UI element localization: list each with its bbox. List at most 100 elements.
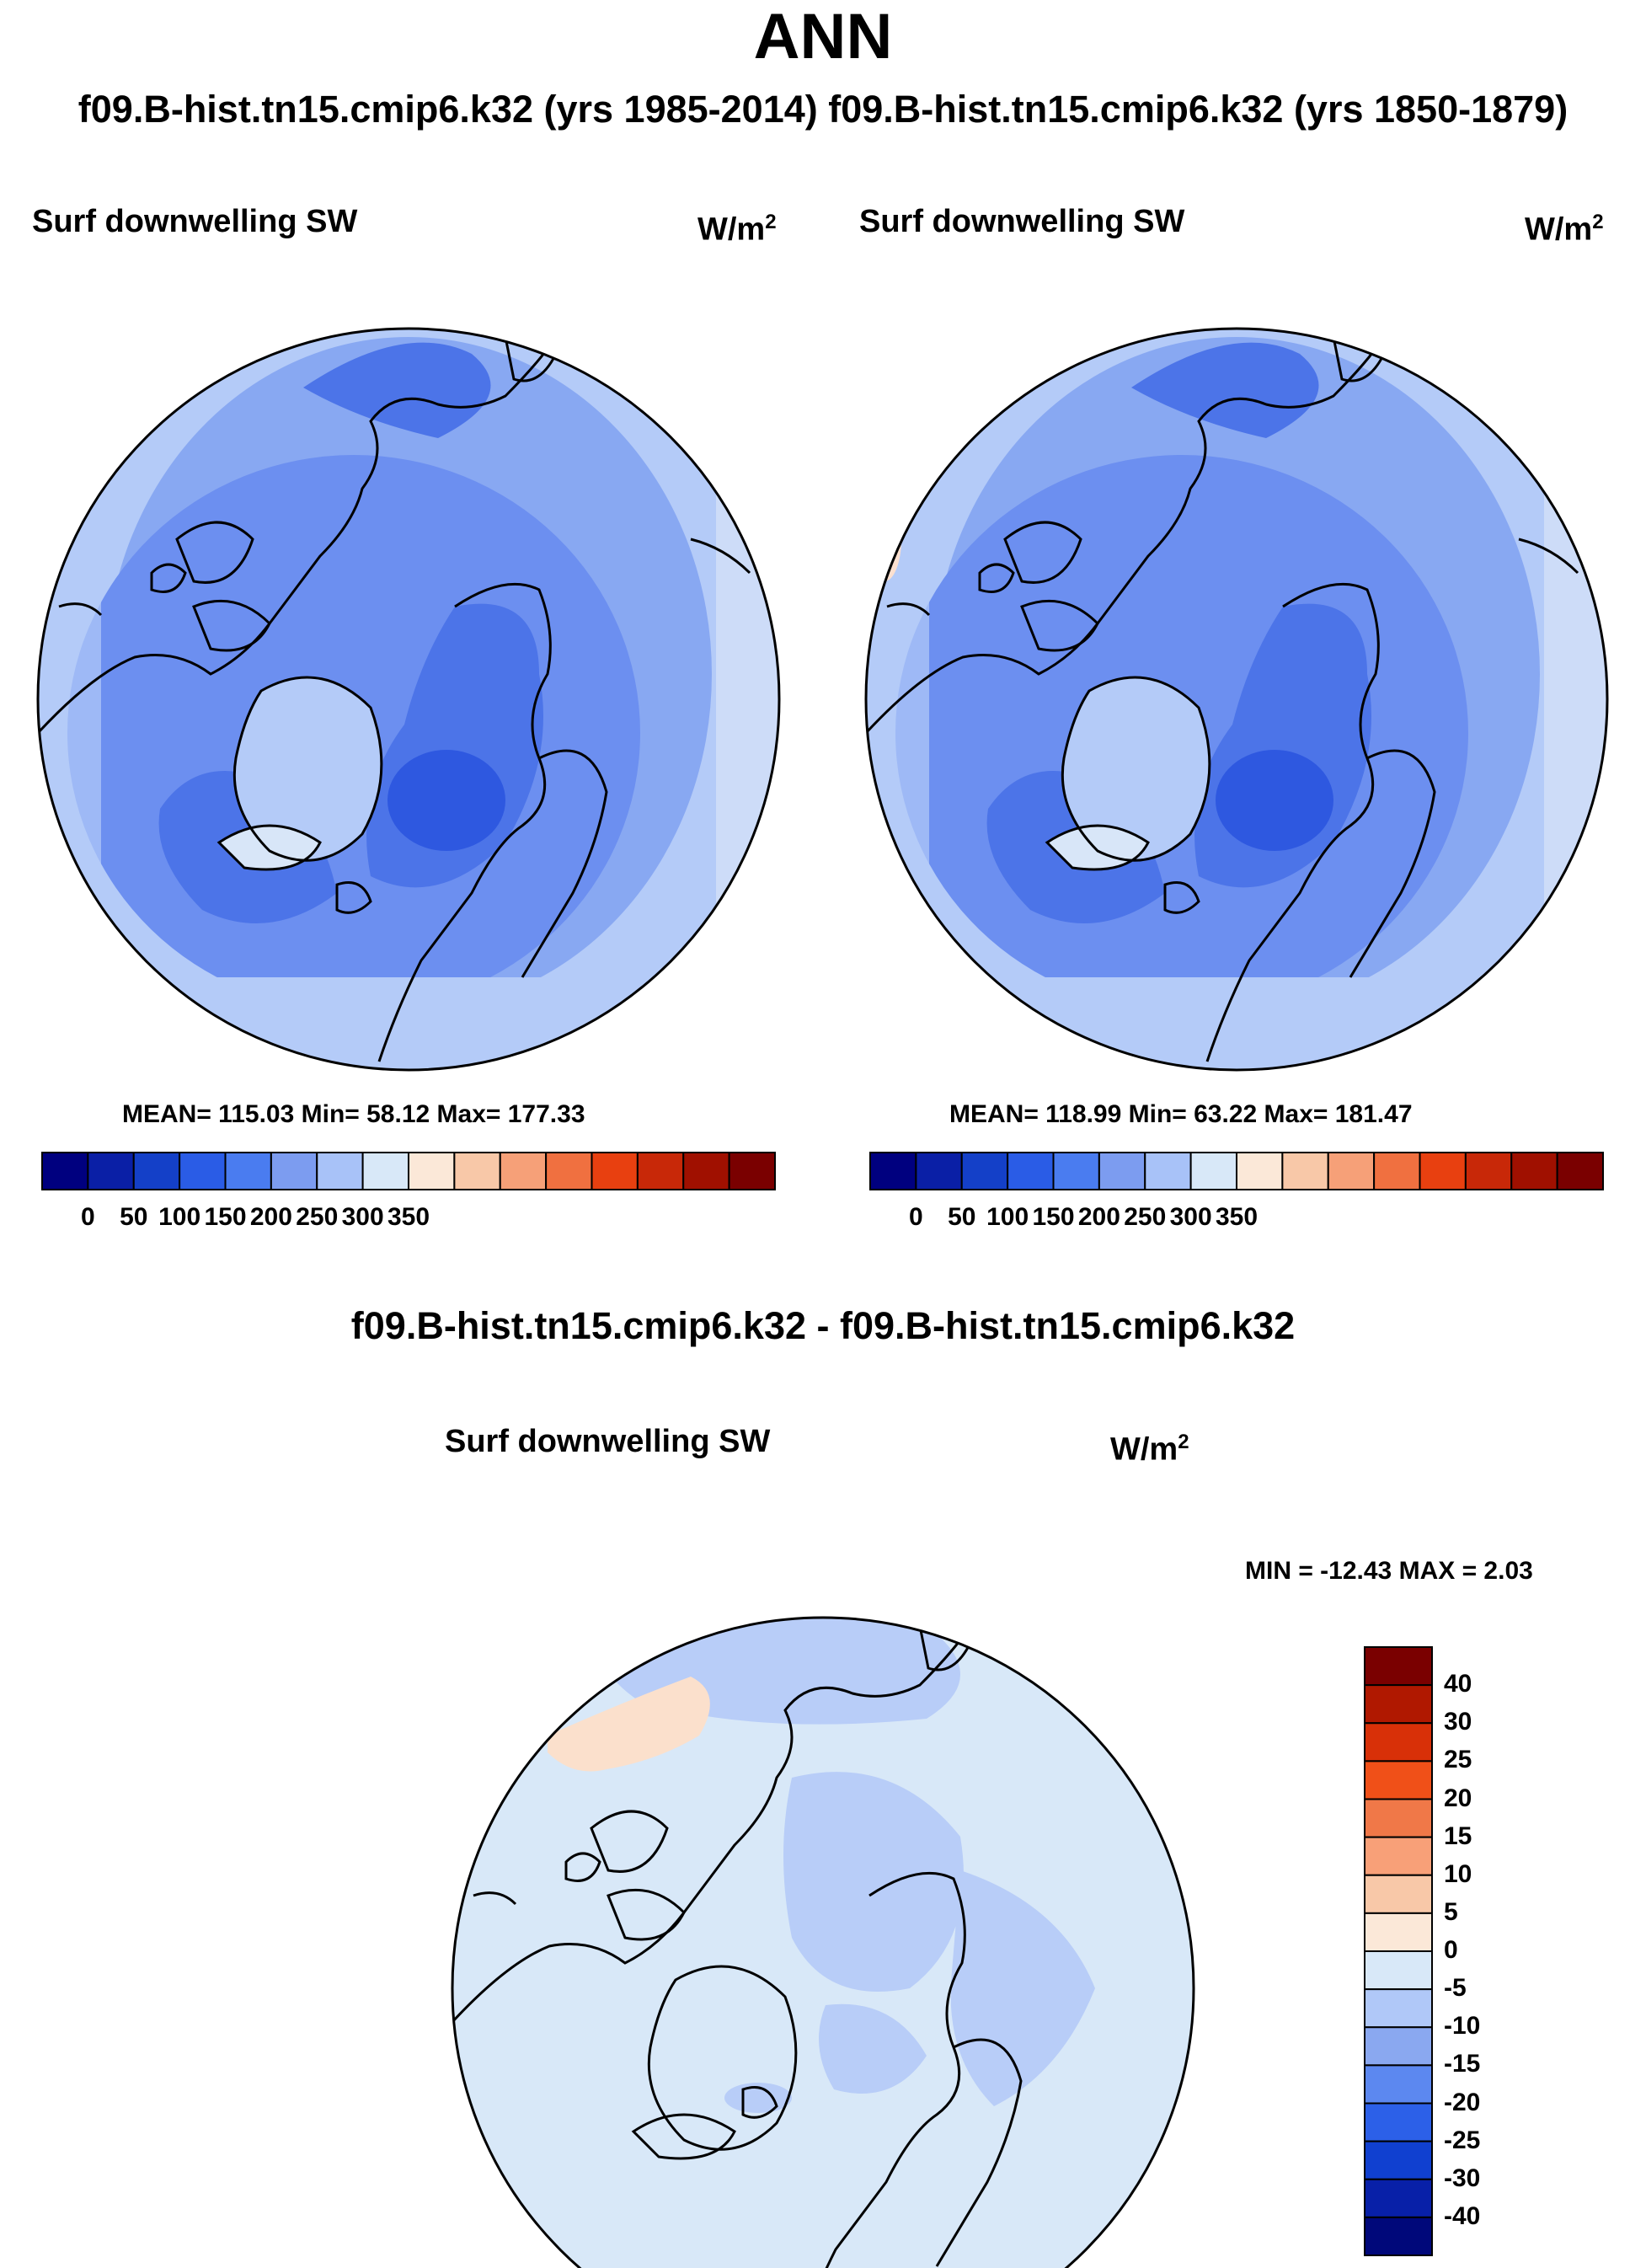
colorbar-tick-label: 5 (1444, 1897, 1458, 1926)
colorbar-swatch (1510, 1152, 1558, 1190)
map3-border (451, 1616, 1195, 2268)
colorbar3 (1364, 1646, 1433, 2256)
colorbar-swatch (591, 1152, 639, 1190)
map3-field (452, 1618, 1194, 2268)
colorbar-swatch (1364, 2216, 1433, 2256)
colorbar-swatch (132, 1152, 181, 1190)
colorbar-swatch (1364, 2140, 1433, 2180)
colorbar-swatch (1556, 1152, 1604, 1190)
colorbar-swatch (1364, 1760, 1433, 1800)
colorbar-swatch (1464, 1152, 1513, 1190)
colorbar-tick-label: 100 (986, 1203, 1029, 1231)
panel1-stats: MEAN= 115.03 Min= 58.12 Max= 177.33 (122, 1100, 585, 1128)
colorbar-tick-label: 100 (158, 1203, 201, 1231)
colorbar-tick-label: 50 (948, 1203, 976, 1231)
colorbar-swatch (1364, 1646, 1433, 1687)
colorbar-swatch (1364, 2102, 1433, 2142)
colorbar-swatch (728, 1152, 776, 1190)
colorbar-swatch (1364, 1988, 1433, 2029)
colorbar-tick-label: 50 (120, 1203, 148, 1231)
colorbar-swatch (1007, 1152, 1055, 1190)
colorbar-swatch (1236, 1152, 1284, 1190)
difference-title: f09.B-hist.tn15.cmip6.k32 - f09.B-hist.t… (350, 1304, 1296, 1347)
colorbar-swatch (316, 1152, 364, 1190)
map1-border (36, 327, 781, 1072)
panel1-units: W/m2 (697, 211, 777, 248)
panel3-stats: MIN = -12.43 MAX = 2.03 (1245, 1557, 1533, 1585)
colorbar-tick-label: 0 (909, 1203, 923, 1231)
colorbar-swatch (499, 1152, 548, 1190)
colorbar-tick-label: 150 (204, 1203, 247, 1231)
colorbar-tick-label: -5 (1444, 1974, 1467, 2003)
figure-subtitle: f09.B-hist.tn15.cmip6.k32 (yrs 1985-2014… (77, 88, 1569, 131)
colorbar-swatch (1364, 2026, 1433, 2067)
colorbar-swatch (1327, 1152, 1376, 1190)
colorbar-tick-label: 300 (341, 1203, 384, 1231)
colorbar-tick-label: 0 (1444, 1936, 1458, 1964)
colorbar-tick-label: -10 (1444, 2012, 1481, 2041)
colorbar-tick-label: 200 (1077, 1203, 1120, 1231)
colorbar-tick-label: -30 (1444, 2164, 1481, 2192)
colorbar-swatch (1098, 1152, 1146, 1190)
colorbar-swatch (87, 1152, 135, 1190)
map2-coastlines (866, 329, 1579, 1062)
colorbar-swatch (915, 1152, 963, 1190)
colorbar-swatch (1189, 1152, 1237, 1190)
colorbar-swatch (361, 1152, 409, 1190)
colorbar-tick-label: 0 (81, 1203, 95, 1231)
colorbar-tick-label: 10 (1444, 1859, 1472, 1888)
map1-coastlines (38, 329, 751, 1062)
colorbar-tick-label: -40 (1444, 2201, 1481, 2230)
colorbar-swatch (1419, 1152, 1467, 1190)
colorbar-swatch (453, 1152, 501, 1190)
colorbar-swatch (1373, 1152, 1421, 1190)
colorbar-swatch (1364, 1874, 1433, 1914)
colorbar-swatch (1144, 1152, 1192, 1190)
colorbar2 (869, 1152, 1604, 1190)
colorbar-swatch (1364, 1912, 1433, 1952)
panel1-variable: Surf downwelling SW (32, 204, 358, 239)
map2-border (864, 327, 1609, 1072)
colorbar-swatch (1364, 1684, 1433, 1725)
panel3-variable: Surf downwelling SW (445, 1424, 771, 1459)
figure-title: ANN (753, 1, 893, 72)
colorbar-swatch (1364, 1798, 1433, 1838)
colorbar-tick-label: -15 (1444, 2050, 1481, 2078)
colorbar-swatch (1364, 2064, 1433, 2105)
colorbar-tick-label: 350 (387, 1203, 430, 1231)
colorbar-tick-label: 25 (1444, 1746, 1472, 1774)
colorbar-swatch (960, 1152, 1009, 1190)
colorbar-swatch (636, 1152, 685, 1190)
colorbar-tick-label: 15 (1444, 1821, 1472, 1850)
colorbar-tick-label: 350 (1215, 1203, 1259, 1231)
colorbar-swatch (270, 1152, 318, 1190)
colorbar-swatch (869, 1152, 917, 1190)
colorbar-swatch (1364, 2178, 1433, 2218)
colorbar-tick-label: 150 (1032, 1203, 1075, 1231)
colorbar-tick-label: 250 (296, 1203, 339, 1231)
colorbar-tick-label: -20 (1444, 2088, 1481, 2116)
colorbar-tick-label: 30 (1444, 1708, 1472, 1736)
panel2-stats: MEAN= 118.99 Min= 63.22 Max= 181.47 (949, 1100, 1413, 1128)
colorbar-swatch (682, 1152, 730, 1190)
colorbar-swatch (1052, 1152, 1100, 1190)
colorbar1 (41, 1152, 776, 1190)
colorbar-swatch (1364, 1836, 1433, 1876)
colorbar-swatch (1281, 1152, 1329, 1190)
colorbar-tick-label: 250 (1124, 1203, 1167, 1231)
colorbar-tick-label: 300 (1169, 1203, 1212, 1231)
colorbar-tick-label: 20 (1444, 1784, 1472, 1812)
panel3-units: W/m2 (1110, 1431, 1189, 1468)
colorbar-tick-label: -25 (1444, 2126, 1481, 2154)
colorbar-swatch (408, 1152, 456, 1190)
colorbar-tick-label: 200 (249, 1203, 292, 1231)
colorbar-swatch (545, 1152, 593, 1190)
colorbar-swatch (1364, 1722, 1433, 1763)
colorbar-swatch (1364, 1950, 1433, 1991)
panel2-variable: Surf downwelling SW (859, 204, 1185, 239)
colorbar-swatch (41, 1152, 89, 1190)
map1-field (38, 329, 779, 1070)
colorbar-swatch (224, 1152, 272, 1190)
panel2-units: W/m2 (1525, 211, 1604, 248)
